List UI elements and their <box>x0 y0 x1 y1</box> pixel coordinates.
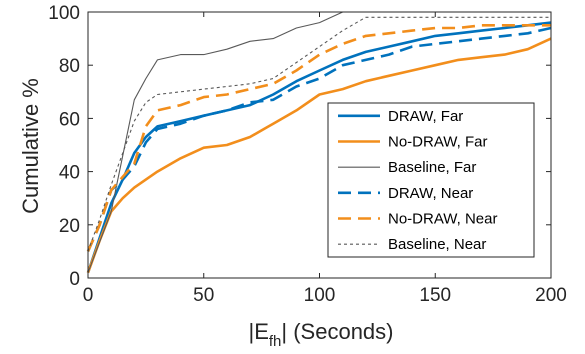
series-line-4 <box>86 26 552 252</box>
x-tick-label: 0 <box>83 285 94 306</box>
series-line-2 <box>86 37 552 274</box>
series-line-1 <box>86 21 552 274</box>
y-tick-label: 80 <box>59 56 80 77</box>
y-tick-label: 0 <box>69 269 80 290</box>
x-tick-label: 150 <box>419 285 451 306</box>
legend-box <box>327 102 535 258</box>
x-tick-label: 50 <box>193 285 214 306</box>
series-line-5 <box>86 23 551 252</box>
y-tick-label: 100 <box>48 3 80 24</box>
x-axis-title-main: |E <box>248 319 268 344</box>
legend: DRAW, Far No-DRAW, Far Baseline, Far DRAW, … <box>327 102 535 258</box>
legend-label: Baseline, Near <box>388 236 486 253</box>
legend-label: DRAW, Near <box>388 185 473 202</box>
x-axis-title: |Efh| (Seconds) <box>248 319 393 350</box>
legend-label: Baseline, Far <box>388 159 476 176</box>
series-layer <box>86 11 552 274</box>
series-line-6 <box>87 16 551 252</box>
y-tick-label: 60 <box>59 109 80 130</box>
legend-label: DRAW, Far <box>388 108 463 125</box>
y-axis-title: Cumulative % <box>18 78 43 214</box>
x-axis-title-suffix: | (Seconds) <box>281 319 393 344</box>
y-tick-label: 20 <box>59 216 80 237</box>
y-tick-label: 40 <box>59 163 80 184</box>
x-tick-label: 100 <box>304 285 336 306</box>
x-tick-label: 200 <box>535 285 567 306</box>
axes-layer: 0 50 100 150 200 0 20 40 60 80 100 <box>48 3 567 306</box>
x-axis-title-sub: fh <box>269 333 282 350</box>
series-line-3 <box>87 11 551 273</box>
legend-label: No-DRAW, Near <box>388 211 497 228</box>
legend-label: No-DRAW, Far <box>388 134 487 151</box>
